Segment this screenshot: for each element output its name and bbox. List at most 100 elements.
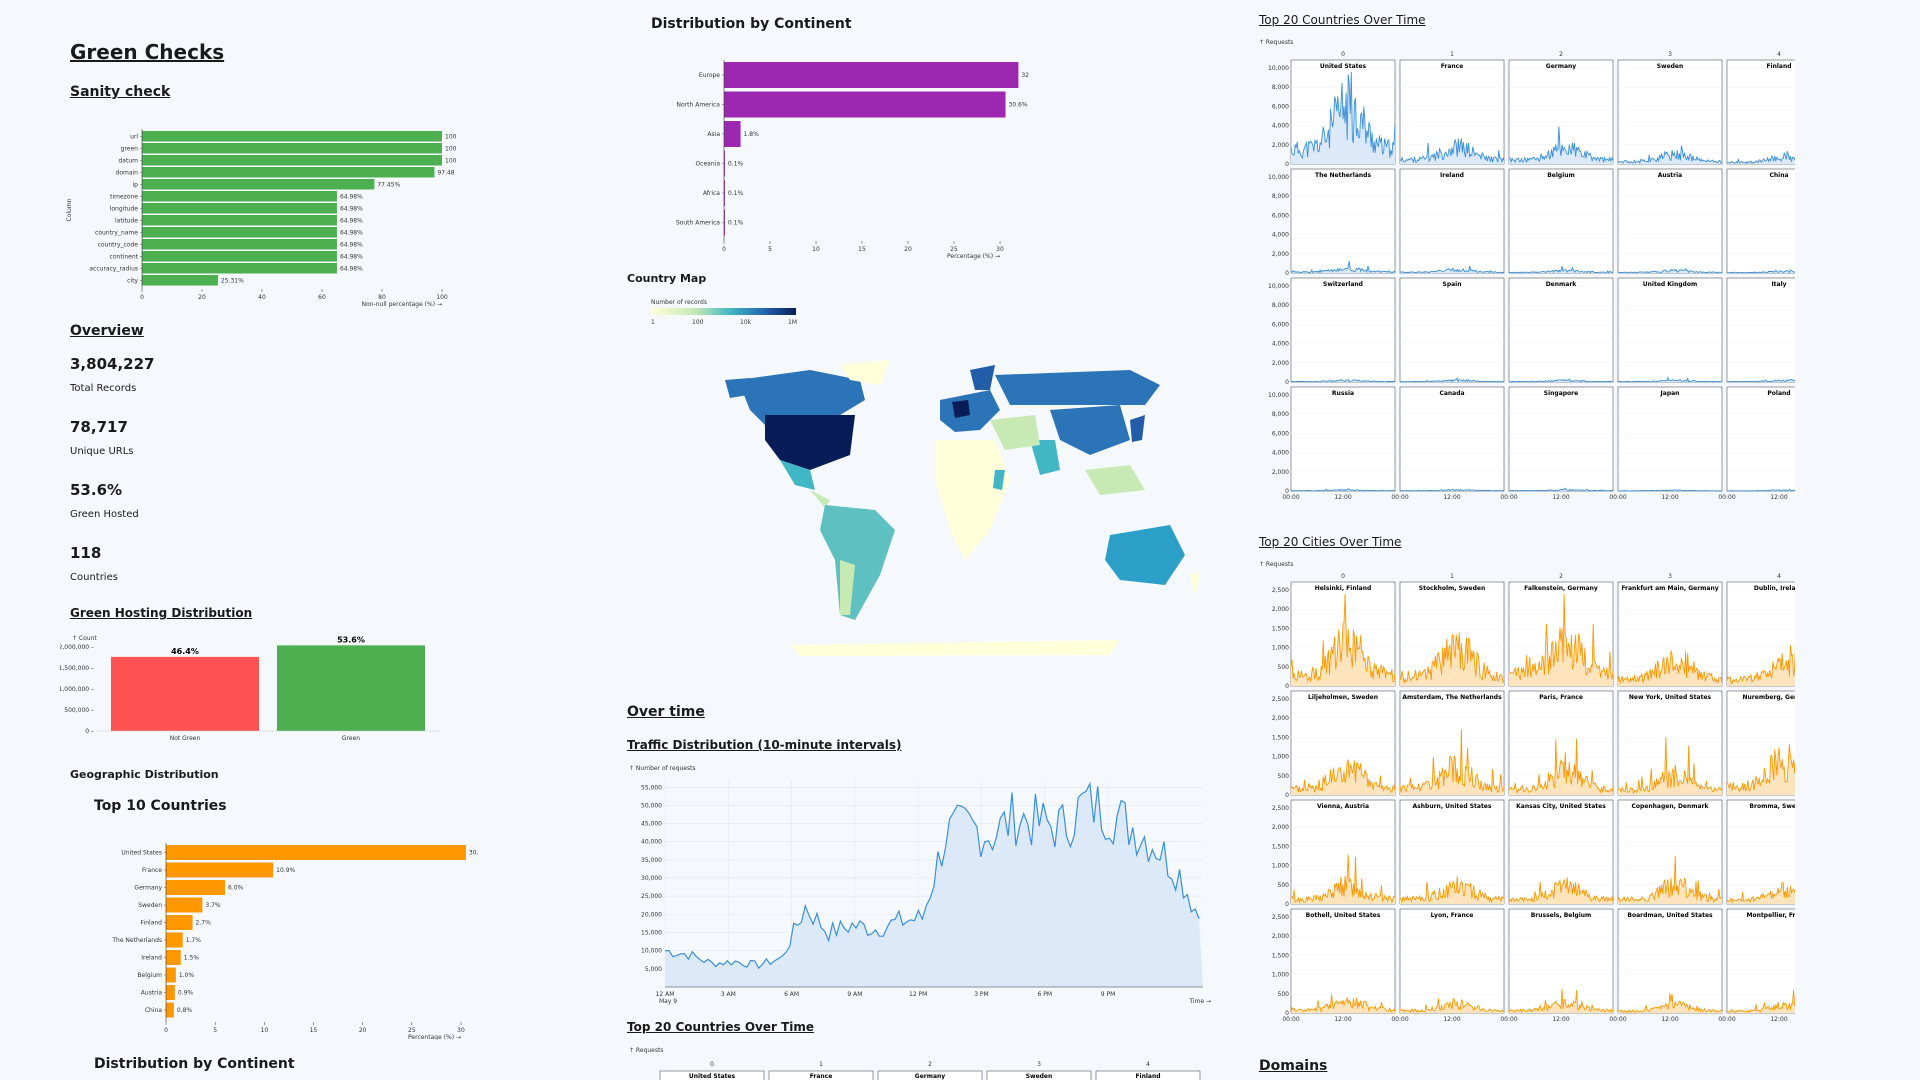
series-line	[1290, 854, 1396, 904]
x-tick-label: 20	[904, 246, 912, 253]
area-fill	[1291, 854, 1395, 904]
map-kenya	[993, 470, 1005, 490]
y-tick-label: 50,000	[641, 802, 662, 809]
stat-countries: 118 Countries	[70, 544, 154, 583]
y-tick-label: 500	[1278, 773, 1290, 780]
y-tick-label: 10,000	[1268, 283, 1289, 290]
x-tick-label: 00:00	[1391, 494, 1408, 501]
bar-category-label: country_name	[95, 229, 138, 236]
facet-panel	[1290, 168, 1396, 274]
y-tick-label: 10,000	[1268, 392, 1289, 399]
facet-title: Vienna, Austria	[1317, 803, 1369, 810]
facet-panel	[1399, 168, 1505, 274]
bar	[724, 209, 725, 236]
bar	[142, 227, 337, 238]
bar	[166, 1002, 174, 1018]
x-tick-label: 00:00	[1391, 1016, 1408, 1023]
area-fill	[1727, 151, 1795, 164]
facet-title: Helsinki, Finland	[1315, 585, 1372, 592]
x-tick-label: 9 PM	[1101, 991, 1116, 998]
bar	[111, 656, 259, 731]
map-europe	[940, 390, 1000, 432]
bar-category-label: France	[142, 867, 162, 874]
x-tick-label: 15	[310, 1027, 318, 1034]
x-tick-label: 12:00	[1552, 494, 1569, 501]
y-tick-label: 500	[1278, 991, 1290, 998]
series-line	[1726, 488, 1795, 492]
facet-panel	[1508, 59, 1614, 165]
y-tick-label: 4,000	[1272, 232, 1289, 239]
bar	[142, 203, 337, 214]
y-axis-label: ↑ Count	[72, 635, 97, 642]
facet-panel	[986, 1070, 1092, 1080]
stat-label: Countries	[70, 572, 118, 583]
x-tick-label: 30	[457, 1027, 465, 1034]
bar-value-label: 30.6%	[1009, 102, 1028, 109]
bottom-countries-preview: ↑ Requests 0 United States 1 France 2 Germany 3…	[629, 1047, 1201, 1080]
bar-category-label: Oceania	[695, 161, 720, 168]
x-tick-label: 12:00	[1443, 1016, 1460, 1023]
x-tick-label: 12:00	[1443, 494, 1460, 501]
y-tick-label: 2,500	[1272, 805, 1289, 812]
facet-title: Spain	[1443, 281, 1462, 288]
bar-value-label: 77.45%	[377, 181, 400, 188]
series-line	[1399, 266, 1505, 274]
y-tick-label: 0	[1285, 683, 1289, 690]
overtime-title: Over time	[627, 704, 705, 720]
facet-col-label: 2	[1559, 51, 1563, 58]
series-line	[1726, 881, 1795, 904]
facet-title: Finland	[1135, 1073, 1160, 1080]
bar-value-label: 64.98%	[340, 217, 363, 224]
legend-tick: 1	[651, 319, 655, 326]
facet-panel	[659, 1070, 765, 1080]
sanity-chart: url 100 green 100 datum 100 domain 97.48 ip 77.45…	[66, 129, 457, 308]
facet-panel	[1290, 908, 1396, 1014]
page-title: Green Checks	[70, 40, 225, 64]
series-line	[1617, 855, 1723, 903]
bar-category-label: The Netherlands	[111, 937, 162, 944]
facet-title: Kansas City, United States	[1516, 803, 1606, 810]
facet-title: Liljeholmen, Sweden	[1308, 694, 1378, 701]
series-line	[1617, 376, 1723, 383]
bar-category-label: South America	[676, 220, 720, 227]
top-countries-grid: ↑ Requests 0 1 2 3 4 0 10,000 8,000 6,000 4,000 2,0…	[1259, 39, 1795, 501]
series-line	[1290, 994, 1396, 1013]
map-australia	[1105, 525, 1185, 585]
facet-title: Dublin, Ireland	[1754, 585, 1795, 592]
x-axis-label: Percentage (%) →	[947, 253, 1000, 260]
series-line	[1399, 632, 1505, 685]
facet-title: United Kingdom	[1643, 281, 1697, 288]
area-fill	[665, 783, 1203, 987]
y-tick-label: 4,000	[1272, 341, 1289, 348]
facet-col-label: 3	[1668, 573, 1672, 580]
facet-title: New York, United States	[1629, 694, 1712, 701]
top10-title: Top 10 Countries	[94, 798, 227, 814]
map-usa	[765, 415, 855, 470]
facet-panel	[1726, 168, 1795, 274]
y-tick-label: 10,000	[1268, 174, 1289, 181]
facet-title: Brussels, Belgium	[1531, 912, 1592, 919]
y-tick-label: 6,000	[1272, 212, 1289, 219]
map-se-asia	[1085, 465, 1145, 495]
bar	[142, 215, 337, 226]
y-tick-label: 45,000	[641, 821, 662, 828]
y-tick-label: 1,000	[1272, 645, 1289, 652]
y-tick-label: 8,000	[1272, 411, 1289, 418]
bar-category-label: continent	[110, 253, 139, 260]
facet-title: United States	[1320, 63, 1367, 70]
x-tick-label: 12:00	[1770, 1016, 1787, 1023]
continent-title-bottom: Distribution by Continent	[94, 1056, 295, 1072]
area-fill	[1727, 990, 1795, 1013]
facet-col-label: 0	[1341, 573, 1345, 580]
facet-title: Ireland	[1440, 172, 1464, 179]
y-tick-label: 2,000,000 –	[60, 644, 94, 651]
bar-value-label: 1.7%	[186, 937, 202, 944]
facet-col-label: 4	[1777, 51, 1781, 58]
y-tick-label: 1,500	[1272, 843, 1289, 850]
series-line	[1617, 737, 1723, 795]
facet-panel	[1399, 59, 1505, 165]
x-tick-label: 3 AM	[721, 991, 736, 998]
x-tick-label: 00:00	[1282, 494, 1299, 501]
stat-total-records: 3,804,227 Total Records	[70, 355, 154, 418]
bar-category-label: accuracy_radius	[89, 265, 138, 272]
